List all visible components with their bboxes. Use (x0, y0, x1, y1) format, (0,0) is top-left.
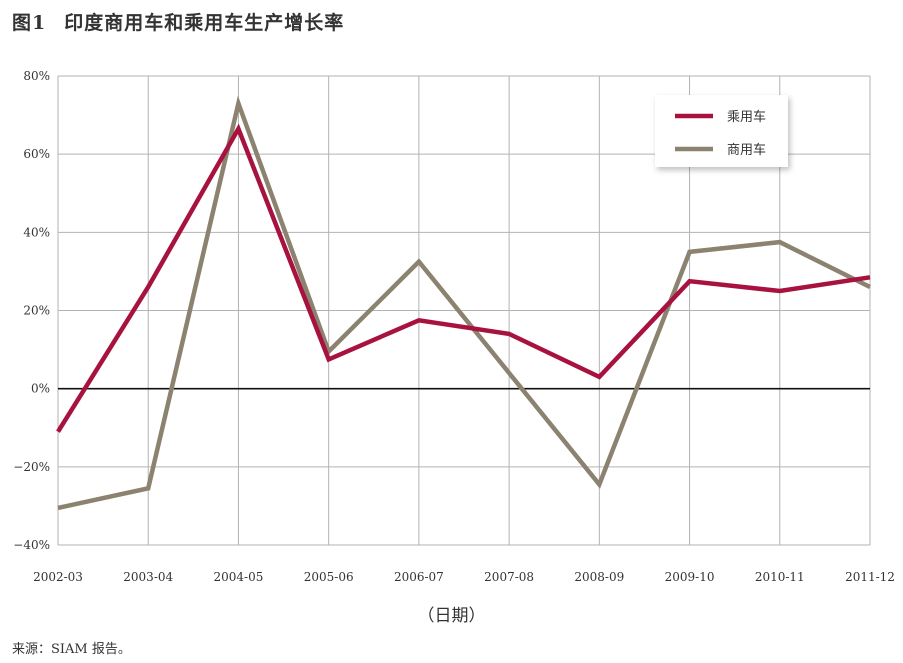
legend-box (655, 95, 788, 167)
series-line (57, 95, 872, 511)
x-tick-label: 2004-05 (214, 570, 264, 584)
y-tick-label: 0% (31, 382, 50, 396)
source-note: 来源：SIAM 报告。 (12, 642, 131, 657)
figure-title: 印度商用车和乘用车生产增长率 (64, 12, 345, 34)
y-tick-label: −40% (13, 538, 50, 552)
x-axis-label: （日期） (417, 606, 486, 626)
y-tick-label: 20% (23, 304, 50, 318)
legend-label: 商用车 (727, 142, 766, 158)
chart-title: 图1 印度商用车和乘用车生产增长率 (12, 8, 344, 35)
y-tick-label: −20% (13, 460, 50, 474)
x-tick-label: 2011-12 (845, 570, 895, 584)
x-tick-label: 2007-08 (484, 570, 534, 584)
x-tick-label: 2005-06 (304, 570, 354, 584)
x-tick-label: 2008-09 (574, 570, 624, 584)
x-tick-label: 2009-10 (665, 570, 715, 584)
grid (57, 75, 871, 546)
figure-number: 图1 (12, 12, 47, 34)
series-lines (56, 95, 872, 511)
x-tick-label: 2006-07 (394, 570, 444, 584)
x-tick-label: 2010-11 (755, 570, 805, 584)
y-axis-ticks: 80% 60% 40% 20% 0% −20% −40% (13, 69, 50, 552)
x-axis-ticks: 2002-03 2003-04 2004-05 2005-06 2006-07 2007-… (33, 570, 895, 584)
y-tick-label: 80% (23, 69, 50, 83)
x-tick-label: 2002-03 (33, 570, 83, 584)
y-tick-label: 40% (23, 225, 50, 239)
y-tick-label: 60% (23, 147, 50, 161)
x-tick-label: 2003-04 (123, 570, 173, 584)
series-line (56, 123, 871, 433)
line-chart: 80%60%40%20%0%−20%−40% 2002-03 2003-04 200… (13, 69, 895, 584)
legend-label: 乘用车 (727, 109, 766, 125)
